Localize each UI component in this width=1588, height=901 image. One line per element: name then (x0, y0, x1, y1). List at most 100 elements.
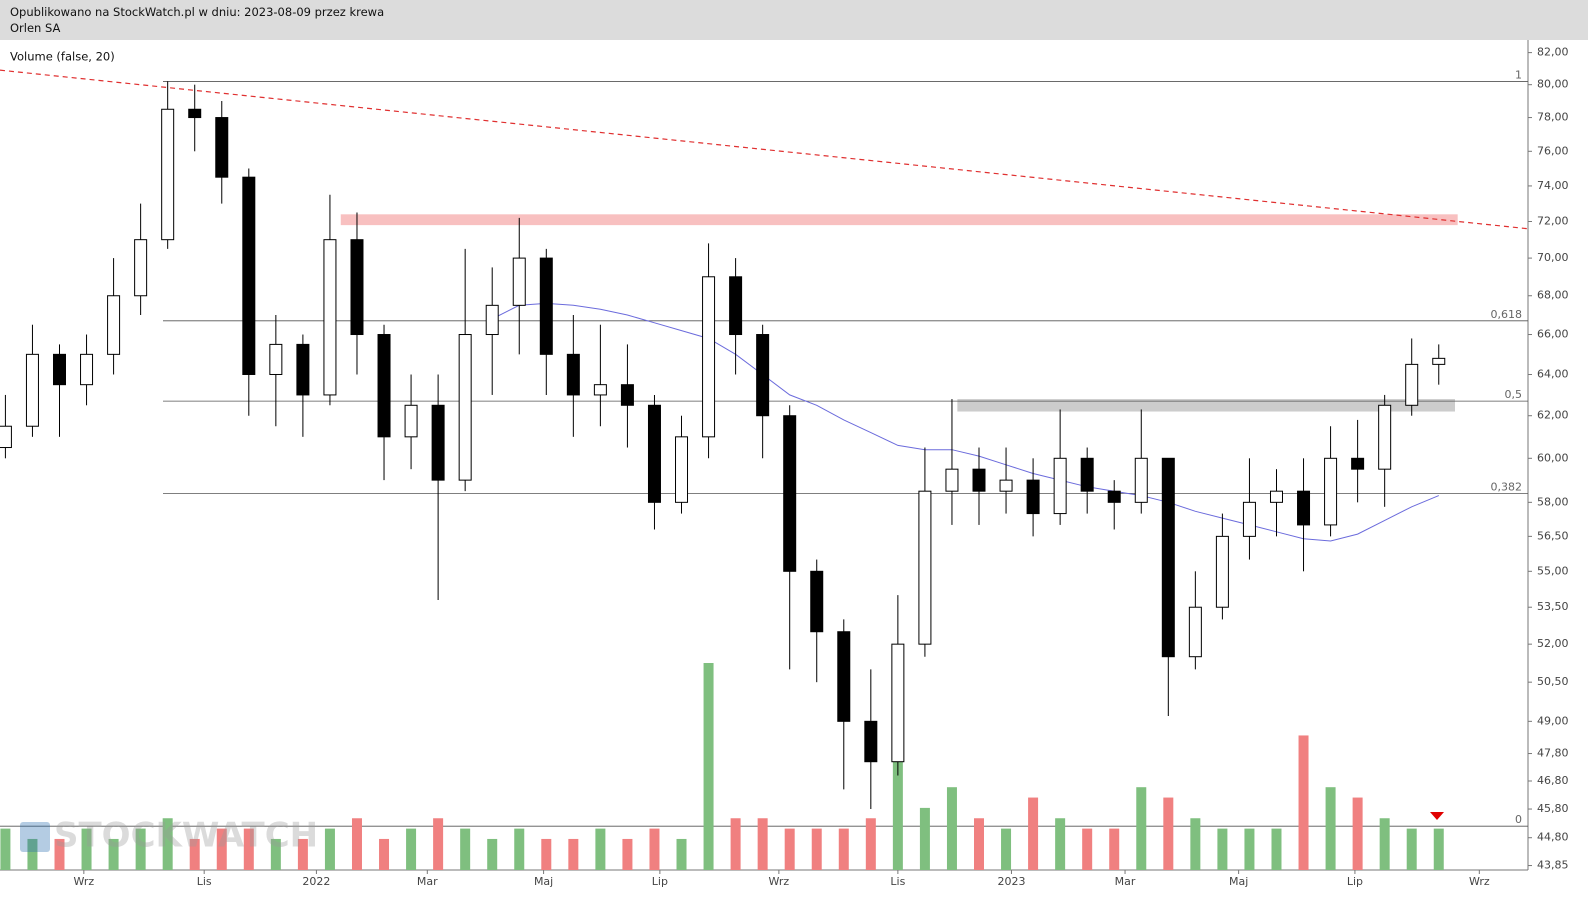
candle-body (1432, 357, 1446, 365)
candle-body (864, 720, 878, 763)
volume-bar (270, 838, 281, 870)
candle-body (1269, 490, 1283, 503)
candle-body (539, 257, 553, 355)
candle-body (161, 108, 175, 241)
published-note: Opublikowano na StockWatch.pl w dniu: 20… (10, 5, 385, 19)
x-tick-label: Lis (890, 875, 905, 888)
volume-bar (1379, 818, 1390, 870)
candle-body (107, 295, 121, 355)
volume-bar (811, 828, 822, 870)
candle-body (512, 257, 526, 306)
y-tick-label: 56,50 (1537, 529, 1569, 542)
candle-body (1161, 457, 1175, 658)
volume-bar (81, 828, 92, 870)
watermark: STOCKWATCH (20, 816, 318, 856)
volume-bar (189, 838, 200, 870)
header: Opublikowano na StockWatch.pl w dniu: 20… (0, 0, 1588, 40)
y-tick-label: 72,00 (1537, 215, 1569, 228)
volume-bar (27, 838, 38, 870)
y-tick-label: 80,00 (1537, 78, 1569, 91)
y-tick-label: 44,80 (1537, 831, 1569, 844)
candle-body (377, 334, 391, 438)
candle-body (1026, 479, 1040, 515)
candle-body (269, 343, 283, 375)
volume-bar (1001, 828, 1012, 870)
volume-bar (568, 838, 579, 870)
x-tick-label: Mar (417, 875, 438, 888)
x-tick-label: Maj (1229, 875, 1248, 888)
y-tick-label: 46,80 (1537, 774, 1569, 787)
candle-body (945, 468, 959, 492)
y-tick-label: 53,50 (1537, 600, 1569, 613)
candle-body (675, 436, 689, 503)
y-tick-label: 55,00 (1537, 564, 1569, 577)
volume-bar (865, 818, 876, 870)
volume-bar (1217, 828, 1228, 870)
x-tick-label: Mar (1115, 875, 1136, 888)
x-tick-label: 2023 (997, 875, 1025, 888)
y-tick-label: 43,85 (1537, 859, 1569, 872)
volume-bar (1109, 828, 1120, 870)
candle-body (1080, 457, 1094, 492)
signal-marker (1430, 812, 1444, 820)
candle-body (810, 570, 824, 633)
candle-body (1053, 457, 1067, 515)
volume-bar (919, 807, 930, 870)
volume-bar (135, 828, 146, 870)
volume-bar (243, 828, 254, 870)
volume-bar (379, 838, 390, 870)
y-tick-label: 45,80 (1537, 802, 1569, 815)
volume-bar (974, 818, 985, 870)
candle-body (134, 239, 148, 297)
price-zone (957, 399, 1455, 412)
candle-body (1297, 490, 1311, 526)
price-zone (340, 214, 1458, 226)
candle-body (1405, 363, 1419, 406)
volume-bar (1325, 787, 1336, 870)
volume-bar (324, 828, 335, 870)
candle-body (215, 117, 229, 178)
candle-body (1378, 404, 1392, 470)
volume-bar (622, 838, 633, 870)
y-tick-label: 76,00 (1537, 144, 1569, 157)
volume-bar (54, 838, 65, 870)
watermark-icon (20, 822, 50, 852)
x-tick-label: Lip (652, 875, 668, 888)
y-tick-label: 60,00 (1537, 451, 1569, 464)
y-tick-label: 68,00 (1537, 289, 1569, 302)
fib-level-label: 0,618 (1491, 308, 1523, 321)
volume-bar (838, 828, 849, 870)
y-tick-label: 64,00 (1537, 367, 1569, 380)
candle-body (1242, 501, 1256, 537)
candle-body (918, 490, 932, 645)
x-tick-label: Lip (1347, 875, 1363, 888)
volume-bar (514, 828, 525, 870)
volume-bar (649, 828, 660, 870)
volume-bar (541, 838, 552, 870)
volume-bar (162, 818, 173, 870)
candle-body (350, 239, 364, 336)
y-tick-label: 66,00 (1537, 328, 1569, 341)
volume-bar (1082, 828, 1093, 870)
candle-body (729, 276, 743, 336)
candle-body (566, 353, 580, 396)
candle-body (485, 304, 499, 336)
volume-bar (297, 838, 308, 870)
x-tick-label: 2022 (302, 875, 330, 888)
y-tick-label: 58,00 (1537, 495, 1569, 508)
volume-bar (703, 663, 714, 870)
volume-bar (1244, 828, 1255, 870)
candle-body (188, 108, 202, 119)
volume-bar (892, 725, 903, 870)
volume-bar (1406, 828, 1417, 870)
volume-bar (1163, 797, 1174, 870)
candle-body (1107, 490, 1121, 503)
candle-body (323, 239, 337, 396)
candle-body (972, 468, 986, 492)
fib-level-label: 0,5 (1505, 388, 1523, 401)
candle-body (702, 276, 716, 438)
y-tick-label: 78,00 (1537, 111, 1569, 124)
candle-body (756, 334, 770, 417)
volume-bar (1136, 787, 1147, 870)
